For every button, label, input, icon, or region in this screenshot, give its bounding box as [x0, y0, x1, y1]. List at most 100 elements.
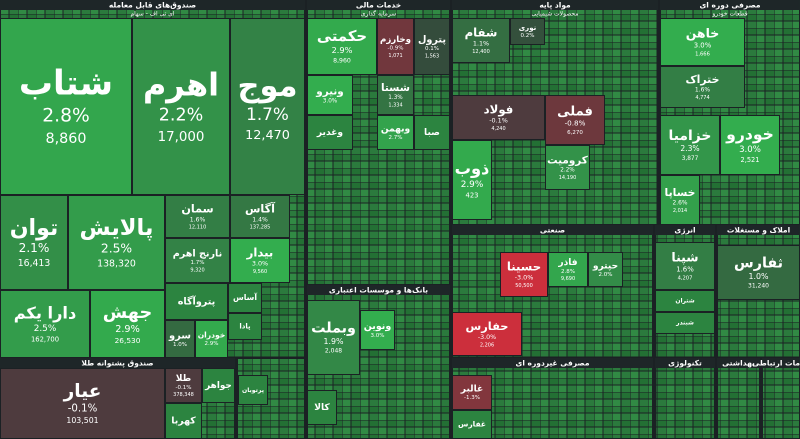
stock-tile[interactable]	[500, 252, 548, 297]
stock-tile[interactable]	[548, 252, 588, 287]
stock-tile[interactable]	[588, 252, 623, 287]
stock-change: 1.4%	[252, 216, 268, 223]
stock-tile[interactable]	[238, 375, 268, 405]
stock-name: حپترو	[592, 261, 618, 271]
sector-subtitle: محصولات شیمیایی	[532, 11, 579, 18]
stock-change: 0.1%	[425, 46, 439, 52]
stock-tile[interactable]	[132, 18, 230, 195]
stock-tile[interactable]	[414, 18, 450, 75]
stock-tile[interactable]	[717, 245, 800, 300]
stock-tile[interactable]	[228, 313, 262, 340]
stock-change: -0.8%	[565, 119, 586, 128]
stock-tile[interactable]	[230, 18, 305, 195]
stock-name: شفام	[465, 26, 498, 40]
stock-name: سرو	[168, 330, 191, 341]
stock-name: موج	[238, 69, 298, 104]
stock-tile[interactable]	[0, 290, 90, 358]
stock-change: 2.5%	[34, 324, 57, 334]
stock-name: صبا	[424, 128, 440, 138]
stock-tile[interactable]	[202, 368, 235, 403]
stock-tile[interactable]	[307, 75, 353, 115]
stock-tile[interactable]	[377, 115, 414, 150]
stock-price: 50,500	[515, 283, 533, 289]
stock-tile[interactable]	[0, 195, 68, 290]
sector-title: مواد پایه	[539, 1, 571, 10]
stock-change: 1.7%	[246, 104, 289, 124]
sector-header	[452, 225, 653, 235]
stock-change: 0.2%	[521, 33, 535, 39]
stock-change: 3.0%	[371, 333, 385, 339]
stock-tile[interactable]	[720, 115, 780, 175]
stock-tile[interactable]	[414, 115, 450, 150]
sector-header	[717, 225, 800, 235]
stock-tile[interactable]	[660, 18, 745, 66]
stock-tile[interactable]	[68, 195, 165, 290]
stock-tile[interactable]	[452, 375, 492, 410]
stock-change: 2.8%	[561, 269, 575, 275]
stock-tile[interactable]	[165, 368, 202, 403]
sector-title: مصرفی غیردوره ای	[516, 359, 590, 368]
stock-change: 1.6%	[676, 266, 694, 274]
stock-name: حسینا	[507, 260, 541, 274]
stock-tile[interactable]	[545, 145, 590, 190]
stock-tile[interactable]	[230, 195, 290, 238]
stock-name: وبهمن	[381, 124, 410, 134]
stock-tile[interactable]	[307, 115, 353, 150]
stock-tile[interactable]	[452, 312, 522, 356]
stock-name: خزامیا	[669, 128, 712, 144]
stock-tile[interactable]	[0, 18, 132, 195]
stock-tile[interactable]	[165, 283, 228, 320]
stock-tile[interactable]	[377, 18, 414, 75]
stock-tile[interactable]	[660, 115, 720, 175]
stock-tile[interactable]	[228, 283, 262, 313]
stock-name: پالایش	[80, 215, 154, 241]
stock-tile[interactable]	[377, 75, 414, 115]
stock-change: 1.7%	[191, 260, 205, 266]
stock-tile[interactable]	[545, 95, 605, 145]
stock-tile[interactable]	[510, 18, 545, 45]
stock-tile[interactable]	[452, 140, 492, 220]
stock-tile[interactable]	[655, 290, 715, 312]
stock-name: کرومیت	[547, 155, 589, 167]
stock-name: آساس	[233, 292, 257, 303]
stock-change: 2.9%	[461, 180, 484, 190]
stock-change: 3.0%	[323, 98, 338, 104]
stock-tile[interactable]	[307, 18, 377, 75]
stock-change: -3.0%	[478, 334, 496, 341]
sector	[716, 357, 761, 439]
stock-tile[interactable]	[0, 368, 165, 439]
stock-tile[interactable]	[307, 390, 337, 425]
stock-change: -1.3%	[464, 395, 480, 401]
sector-title: بانک‌ها و موسسات اعتباری	[329, 286, 428, 295]
stock-change: 2.2%	[159, 105, 203, 125]
stock-tile[interactable]	[195, 320, 228, 358]
stock-change: 1.1%	[473, 40, 489, 48]
stock-name: توان	[10, 215, 59, 241]
stock-tile[interactable]	[655, 242, 715, 290]
stock-name: دارا یکم	[14, 303, 77, 322]
stock-tile[interactable]	[452, 95, 545, 140]
sector-title: خدمات مالی	[356, 1, 401, 10]
stock-tile[interactable]	[360, 310, 395, 350]
stock-tile[interactable]	[165, 195, 230, 238]
stock-tile[interactable]	[452, 18, 510, 63]
stock-change: 2.6%	[673, 200, 688, 206]
stock-change: 1.0%	[748, 272, 769, 281]
stock-tile[interactable]	[165, 238, 230, 283]
stock-tile[interactable]	[660, 66, 745, 108]
stock-tile[interactable]	[660, 175, 700, 225]
stock-price: 138,320	[97, 258, 136, 269]
stock-tile[interactable]	[230, 238, 290, 283]
stock-name: خاهن	[686, 26, 720, 41]
stock-tile[interactable]	[90, 290, 165, 358]
sector-title: بهداشتی	[722, 359, 755, 368]
stock-tile[interactable]	[165, 403, 202, 439]
stock-price: 1,071	[388, 53, 402, 59]
stock-name: ذوب	[455, 159, 490, 178]
stock-name: کالا	[314, 403, 330, 413]
stock-name: نوری	[519, 24, 537, 32]
stock-tile[interactable]	[655, 312, 715, 334]
stock-name: شتاب	[19, 64, 113, 104]
stock-name: وخارزم	[380, 35, 411, 45]
stock-tile[interactable]	[307, 300, 360, 375]
